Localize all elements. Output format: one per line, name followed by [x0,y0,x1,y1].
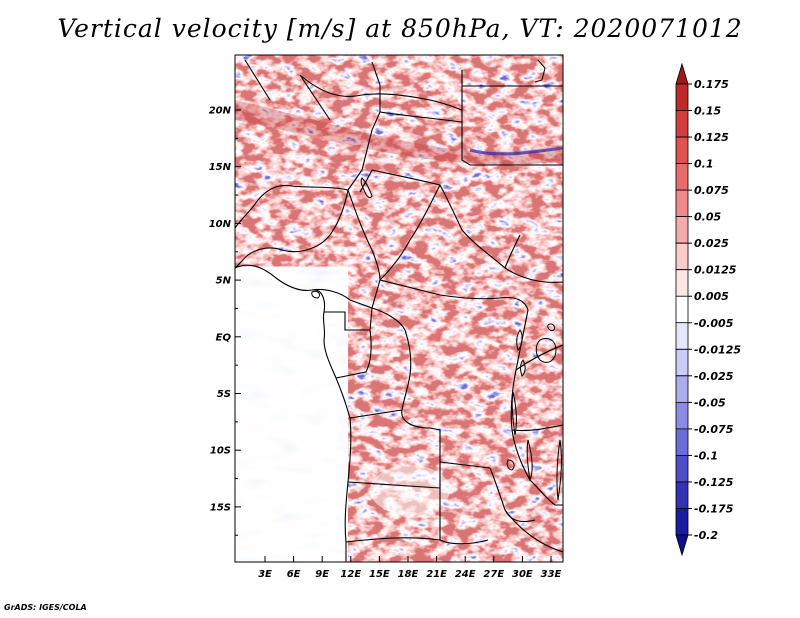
lat-tick-label: 15N [209,162,232,173]
latitude-axis: 20N 15N 10N 5N EQ 5S 10S 15S [209,106,241,536]
colorbar-label: 0.1 [694,158,714,171]
colorbar-label: -0.025 [694,370,734,383]
lakes [311,177,562,501]
colorbar-label: 0.15 [694,105,721,118]
sahel-band [235,100,563,165]
lon-tick-label: 30E [512,569,533,580]
grads-credit: GrADS: IGES/COLA [4,603,87,612]
colorbar-swatch [675,348,689,377]
coastlines-and-borders [235,59,563,562]
colorbar-label: 0.0125 [694,264,737,277]
colorbar-swatch [675,269,689,297]
jet-streak [469,146,563,156]
lat-tick-label: 15S [210,502,231,513]
colorbar-swatch [675,508,689,536]
colorbar-swatch [675,534,689,557]
colorbar-label: -0.2 [694,529,718,542]
lon-tick-label: 9E [315,569,329,580]
colorbar-label: -0.125 [694,476,734,489]
colorbar-swatch [675,481,689,509]
colorbar-swatch [675,163,689,191]
colorbar-label: -0.075 [694,423,734,436]
ocean-haze [235,266,348,562]
colorbar-label: -0.175 [694,502,734,515]
colorbar-label: 0.025 [694,237,729,250]
longitude-axis: 3E 6E 9E 12E 15E 18E 21E 24E 27E 30E 33E [258,556,562,580]
lon-tick-label: 6E [287,569,301,580]
lon-tick-label: 18E [398,569,419,580]
colorbar-swatch [675,189,689,218]
colorbar-label: -0.1 [694,449,718,462]
colorbar-swatch [675,375,689,403]
colorbar-swatch [675,110,689,138]
lon-tick-label: 3E [258,569,272,580]
lat-tick-label: 10S [210,446,231,457]
river [534,59,546,83]
lon-tick-label: 12E [340,569,361,580]
colorbar-label: 0.125 [694,131,729,144]
lat-tick-label: 10N [209,219,232,230]
colorbar-label: -0.0125 [694,343,741,356]
lon-tick-label: 27E [483,569,504,580]
colorbar-swatch [675,295,689,324]
lat-tick-label: EQ [216,332,232,343]
colorbar-swatch [675,428,689,456]
map-panel [235,55,563,562]
lat-tick-label: 5S [217,389,231,400]
colorbar-label: 0.005 [694,290,729,303]
colorbar-swatch [675,455,689,483]
lon-tick-label: 33E [541,569,562,580]
colorbar: 0.175 0.15 0.125 0.1 0.075 0.05 0.025 0.0125 0.0… [675,62,741,557]
colorbar-label: -0.005 [694,317,734,330]
kalahari-quiet-zone [370,465,450,515]
colorbar-swatch [675,136,689,164]
colorbar-label: 0.05 [694,211,721,224]
lon-tick-label: 21E [426,569,447,580]
colorbar-swatch [675,242,689,271]
lon-tick-label: 15E [369,569,390,580]
colorbar-swatch [675,216,689,244]
ocean-smooth-field [235,266,348,562]
colorbar-swatch [675,401,689,430]
colorbar-swatch [675,322,689,350]
colorbar-label: 0.075 [694,184,729,197]
colorbar-label: 0.175 [694,78,729,91]
lon-tick-label: 24E [455,569,476,580]
lat-tick-label: 5N [216,276,232,287]
colorbar-swatch [675,83,689,111]
lat-tick-label: 20N [209,106,232,117]
colorbar-label: -0.05 [694,396,726,409]
plot-title: Vertical velocity [m/s] at 850hPa, VT: 2… [57,14,743,43]
colorbar-swatch [675,62,689,85]
